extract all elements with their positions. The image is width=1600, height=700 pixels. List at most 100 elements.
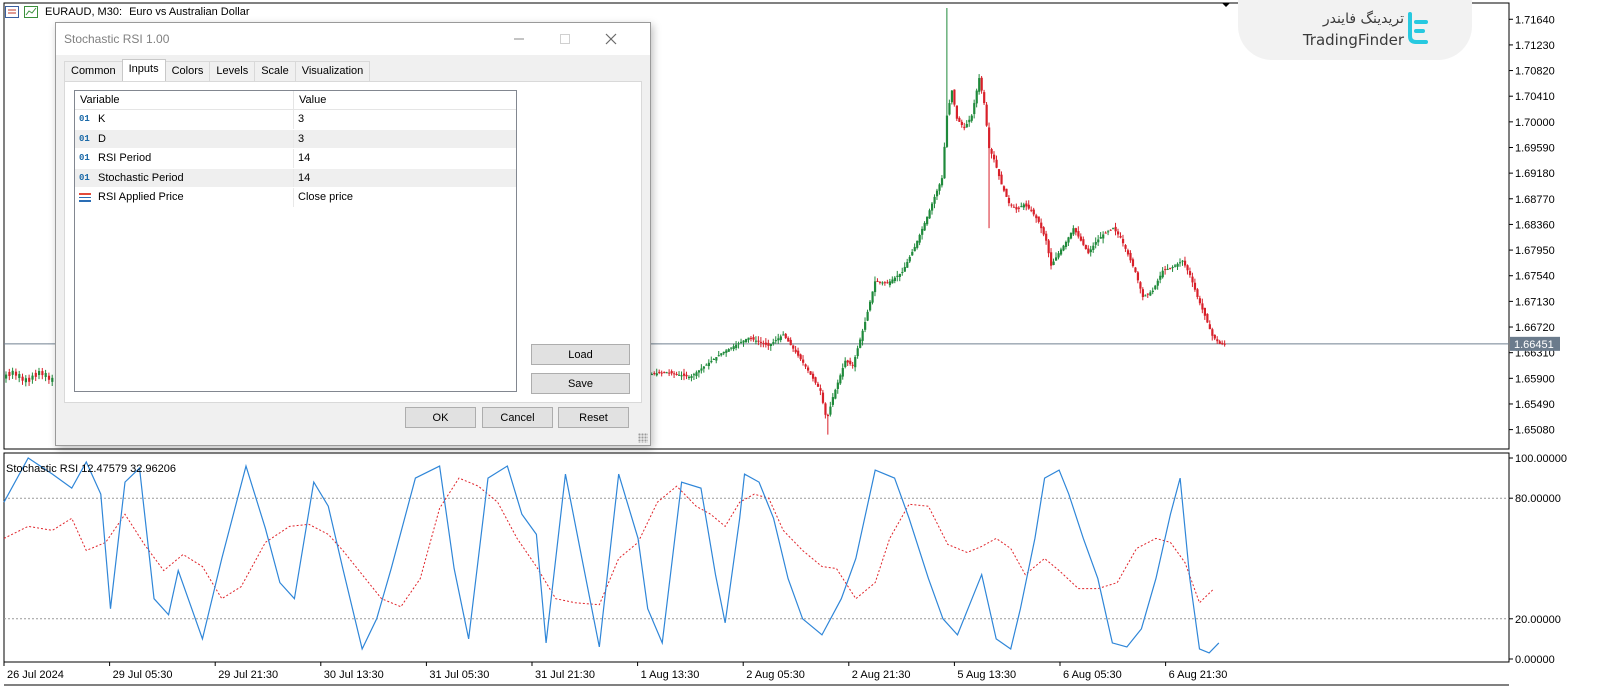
variable-value[interactable]: Close price bbox=[298, 191, 354, 204]
candle-body bbox=[1203, 307, 1206, 316]
candle-body bbox=[839, 375, 842, 384]
cancel-button[interactable]: Cancel bbox=[482, 407, 553, 428]
candle-body bbox=[660, 372, 663, 374]
chart-type-icon[interactable] bbox=[24, 6, 38, 18]
indicator-properties-dialog[interactable]: Stochastic RSI 1.00 Common Inputs Colors… bbox=[55, 22, 651, 446]
dialog-titlebar[interactable]: Stochastic RSI 1.00 bbox=[56, 23, 650, 55]
tab-colors[interactable]: Colors bbox=[164, 61, 211, 81]
variable-value[interactable]: 14 bbox=[298, 152, 311, 165]
price-tick-label: 1.70820 bbox=[1515, 66, 1555, 78]
close-icon bbox=[605, 33, 617, 45]
table-row[interactable]: RSI Applied Price Close price bbox=[75, 188, 516, 208]
candle-body bbox=[923, 222, 926, 231]
time-tick-label: 6 Aug 21:30 bbox=[1169, 669, 1228, 681]
candle-body bbox=[1216, 339, 1219, 342]
candle-body bbox=[742, 340, 745, 343]
header-variable[interactable]: Variable bbox=[75, 91, 294, 109]
tab-inputs[interactable]: Inputs bbox=[121, 59, 166, 81]
indicator-tick-label: 80.00000 bbox=[1515, 493, 1561, 505]
load-button[interactable]: Load bbox=[531, 344, 630, 365]
maximize-button[interactable] bbox=[542, 23, 588, 55]
save-button[interactable]: Save bbox=[531, 373, 630, 394]
candle-body bbox=[990, 149, 993, 154]
candle-body bbox=[779, 336, 782, 340]
candle-body bbox=[928, 210, 931, 219]
inputs-table[interactable]: Variable Value 01 K 3 01 D 3 01 RSI Period … bbox=[74, 90, 517, 392]
candle-body bbox=[873, 281, 877, 293]
candle-body bbox=[824, 403, 827, 415]
minimize-button[interactable] bbox=[496, 23, 542, 55]
candle-body bbox=[1112, 228, 1115, 230]
candle-body bbox=[861, 330, 864, 341]
candle-body bbox=[1144, 295, 1147, 297]
candle-body bbox=[18, 374, 21, 379]
candle-body bbox=[1047, 240, 1050, 254]
candle-body bbox=[1223, 343, 1226, 345]
ok-button[interactable]: OK bbox=[405, 407, 476, 428]
price-tick-label: 1.65900 bbox=[1515, 373, 1555, 385]
candle-body bbox=[960, 121, 963, 125]
table-row[interactable]: 01 K 3 bbox=[75, 110, 516, 130]
candle-body bbox=[1042, 227, 1045, 235]
candle-body bbox=[1057, 253, 1060, 258]
candle-body bbox=[1005, 188, 1008, 197]
candle-body bbox=[973, 103, 976, 115]
candle-body bbox=[1052, 261, 1055, 266]
candle-body bbox=[772, 342, 775, 344]
tab-common[interactable]: Common bbox=[64, 61, 123, 81]
header-value[interactable]: Value bbox=[299, 94, 327, 106]
table-row[interactable]: 01 RSI Period 14 bbox=[75, 149, 516, 169]
current-price-badge bbox=[1510, 336, 1560, 351]
candle-body bbox=[717, 355, 720, 357]
price-tick-label: 1.69180 bbox=[1515, 168, 1555, 180]
candle-body bbox=[705, 364, 708, 366]
variable-value[interactable]: 14 bbox=[298, 171, 311, 184]
variable-value[interactable]: 3 bbox=[298, 132, 305, 145]
price-tick-label: 1.67540 bbox=[1515, 271, 1555, 283]
candle-body bbox=[1015, 207, 1018, 210]
candle-body bbox=[893, 277, 896, 282]
candle-body bbox=[730, 347, 733, 349]
candle-body bbox=[1156, 280, 1159, 286]
candle-body bbox=[1119, 235, 1122, 238]
candle-body bbox=[1084, 244, 1087, 250]
candle-body bbox=[787, 337, 790, 342]
price-tick-label: 1.68360 bbox=[1515, 219, 1555, 231]
inputs-panel: Variable Value 01 K 3 01 D 3 01 RSI Period … bbox=[64, 81, 642, 403]
price-tick-label: 1.67950 bbox=[1515, 245, 1555, 257]
table-row[interactable]: 01 D 3 bbox=[75, 129, 516, 149]
candle-body bbox=[866, 311, 869, 321]
tab-scale[interactable]: Scale bbox=[254, 61, 296, 81]
close-button[interactable] bbox=[588, 23, 634, 55]
candle-body bbox=[963, 126, 966, 129]
candle-body bbox=[675, 373, 678, 375]
candle-body bbox=[819, 388, 822, 391]
candle-body bbox=[1035, 215, 1038, 219]
reset-button[interactable]: Reset bbox=[558, 407, 629, 428]
candle-body bbox=[702, 366, 706, 369]
candle-body bbox=[1089, 249, 1092, 253]
candle-body bbox=[1176, 263, 1179, 267]
candle-body bbox=[665, 372, 668, 374]
candle-body bbox=[1074, 228, 1078, 233]
candle-body bbox=[1183, 260, 1187, 266]
candle-body bbox=[1126, 250, 1130, 255]
candle-body bbox=[1139, 282, 1142, 289]
tab-levels[interactable]: Levels bbox=[209, 61, 256, 81]
candle-body bbox=[1025, 203, 1028, 207]
candle-body bbox=[980, 77, 983, 91]
candle-body bbox=[732, 346, 735, 350]
table-row[interactable]: 01 Stochastic Period 14 bbox=[75, 168, 516, 188]
chart-menu-icon[interactable] bbox=[5, 6, 19, 18]
candle-body bbox=[945, 115, 949, 147]
variable-value[interactable]: 3 bbox=[298, 113, 305, 126]
candle-body bbox=[1191, 276, 1194, 283]
candle-body bbox=[1146, 293, 1149, 295]
resize-grip[interactable] bbox=[638, 433, 648, 443]
variable-name: K bbox=[98, 113, 106, 126]
candle-body bbox=[735, 344, 738, 349]
candle-body bbox=[1131, 259, 1135, 267]
tab-visualization[interactable]: Visualization bbox=[294, 61, 371, 81]
